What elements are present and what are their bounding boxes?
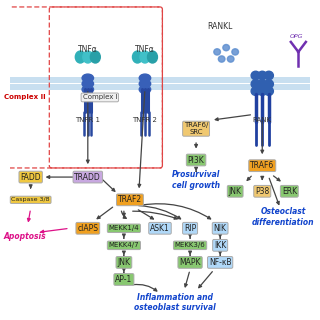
- Ellipse shape: [264, 87, 273, 95]
- Text: TNFR 1: TNFR 1: [75, 117, 100, 123]
- Text: MEKK4/7: MEKK4/7: [108, 242, 139, 248]
- Text: JNK: JNK: [229, 187, 242, 196]
- Text: TNFα: TNFα: [78, 44, 98, 53]
- Text: JNK: JNK: [117, 258, 130, 267]
- Text: IKK: IKK: [214, 241, 226, 250]
- Ellipse shape: [82, 80, 93, 88]
- Text: P38: P38: [255, 187, 269, 196]
- Text: cIAPS: cIAPS: [77, 224, 98, 233]
- Ellipse shape: [83, 51, 93, 63]
- Ellipse shape: [251, 80, 260, 88]
- Text: NF-κB: NF-κB: [209, 258, 231, 267]
- Text: MEKK3/6: MEKK3/6: [175, 242, 205, 248]
- FancyBboxPatch shape: [10, 84, 310, 90]
- Ellipse shape: [132, 51, 142, 63]
- Text: PI3K: PI3K: [188, 156, 204, 164]
- Text: Caspase 3/8: Caspase 3/8: [12, 197, 50, 202]
- Text: Osteoclast
differentiation: Osteoclast differentiation: [252, 207, 315, 227]
- FancyBboxPatch shape: [10, 77, 310, 83]
- Ellipse shape: [139, 74, 151, 82]
- Text: TNFR 2: TNFR 2: [132, 117, 157, 123]
- Text: TNFα: TNFα: [135, 44, 155, 53]
- Ellipse shape: [258, 80, 267, 88]
- Ellipse shape: [140, 51, 150, 63]
- Ellipse shape: [264, 80, 273, 88]
- Text: ASK1: ASK1: [150, 224, 170, 233]
- Text: ERK: ERK: [282, 187, 297, 196]
- Text: TRAF6: TRAF6: [250, 161, 274, 170]
- Ellipse shape: [148, 51, 157, 63]
- Text: Complex II: Complex II: [4, 94, 45, 100]
- Text: RANKL: RANKL: [207, 22, 233, 31]
- Text: Complex I: Complex I: [83, 94, 117, 100]
- Text: TRADD: TRADD: [75, 172, 101, 181]
- Ellipse shape: [232, 49, 238, 55]
- Text: FADD: FADD: [20, 172, 41, 181]
- Text: OPG: OPG: [290, 34, 304, 39]
- Ellipse shape: [258, 87, 267, 95]
- Text: TRAF6/
SRC: TRAF6/ SRC: [184, 123, 208, 135]
- Ellipse shape: [218, 56, 225, 62]
- Text: RIP: RIP: [184, 224, 196, 233]
- Ellipse shape: [264, 71, 273, 80]
- Ellipse shape: [258, 71, 267, 80]
- Ellipse shape: [251, 71, 260, 80]
- Text: Apoptosis: Apoptosis: [3, 232, 46, 241]
- Ellipse shape: [251, 87, 260, 95]
- Text: NIK: NIK: [214, 224, 227, 233]
- Text: TRAF2: TRAF2: [118, 195, 142, 204]
- Ellipse shape: [82, 85, 93, 93]
- Ellipse shape: [90, 51, 100, 63]
- Text: RANK: RANK: [253, 117, 272, 123]
- Ellipse shape: [139, 85, 151, 93]
- Ellipse shape: [139, 80, 151, 88]
- Text: MAPK: MAPK: [179, 258, 201, 267]
- Ellipse shape: [214, 49, 220, 55]
- Ellipse shape: [228, 56, 234, 62]
- Text: AP-1: AP-1: [115, 275, 132, 284]
- Ellipse shape: [223, 44, 229, 51]
- Ellipse shape: [82, 74, 93, 82]
- Text: MEKK1/4: MEKK1/4: [108, 225, 139, 231]
- Text: Inflammation and
osteoblast survival: Inflammation and osteoblast survival: [134, 292, 216, 312]
- Ellipse shape: [75, 51, 85, 63]
- Text: Prosurvival
cell growth: Prosurvival cell growth: [172, 170, 220, 190]
